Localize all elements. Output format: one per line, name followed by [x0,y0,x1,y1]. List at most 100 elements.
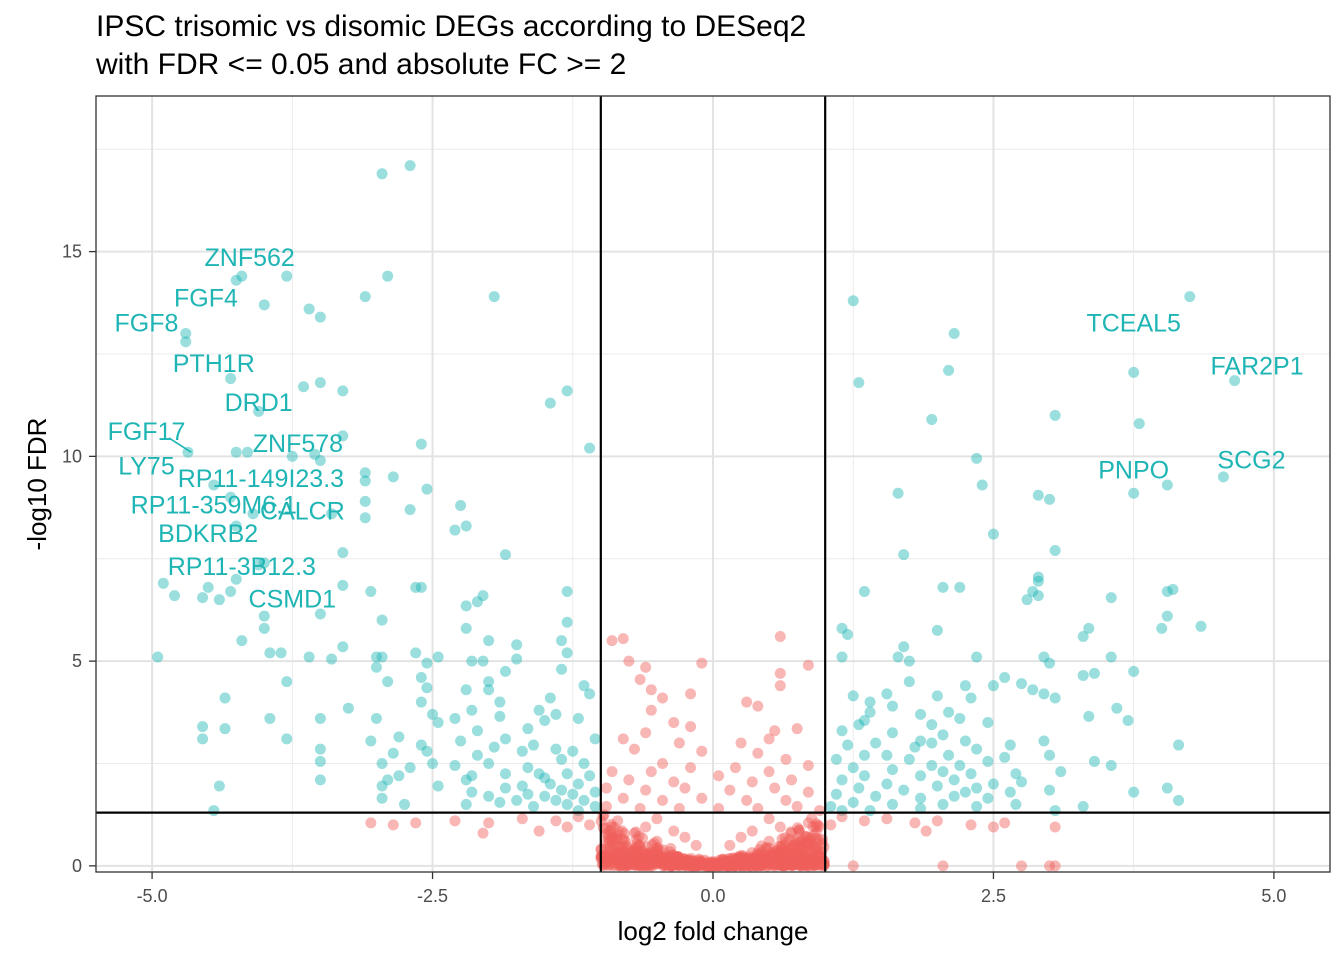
data-point [326,653,338,665]
data-point [656,857,668,869]
data-point [755,860,767,872]
data-point [314,311,326,323]
data-point [943,364,955,376]
data-point [253,559,265,571]
data-point [811,826,823,838]
data-point [815,852,827,864]
data-point [631,833,643,845]
data-point [864,696,876,708]
data-point [756,849,768,861]
data-point [365,735,377,747]
data-point [678,853,690,865]
data-point [779,832,791,844]
data-point [707,860,719,872]
data-point [615,853,627,865]
data-point [608,821,620,833]
data-point [614,856,626,868]
data-point [785,846,797,858]
data-point [646,860,658,872]
data-point [1083,710,1095,722]
data-point [679,859,691,871]
data-point [756,859,768,871]
gene-label: ZNF562 [205,244,295,272]
data-point [723,860,735,872]
data-point [499,733,511,745]
data-point [761,852,773,864]
data-point [641,854,653,866]
data-point [1167,583,1179,595]
data-point [674,859,686,871]
data-point [651,835,663,847]
gene-label: RP11-149I23.3 [178,465,344,493]
data-point [736,857,748,869]
data-point [776,858,788,870]
data-point [635,860,647,872]
data-point [466,704,478,716]
data-point [427,708,439,720]
data-point [717,858,729,870]
data-point [795,859,807,871]
data-point [460,798,472,810]
data-point [959,735,971,747]
data-point [761,860,773,872]
data-point [655,857,667,869]
data-point [836,811,848,823]
data-point [664,846,676,858]
data-point [864,805,876,817]
data-point [790,857,802,869]
data-point [471,596,483,608]
data-point [624,845,636,857]
data-point [618,845,630,857]
data-point [483,635,495,647]
data-point [948,790,960,802]
data-point [705,860,717,872]
data-point [550,794,562,806]
data-point [657,860,669,872]
data-point [794,842,806,854]
data-point [723,859,735,871]
data-point [737,855,749,867]
data-point [788,858,800,870]
data-point [629,859,641,871]
data-point [783,857,795,869]
data-point [808,859,820,871]
data-point [758,855,770,867]
data-point [499,549,511,561]
data-point [643,850,655,862]
data-point [725,857,737,869]
data-point [376,651,388,663]
data-point [814,847,826,859]
data-point [735,831,747,843]
data-point [631,838,643,850]
data-point [794,849,806,861]
data-point [760,853,772,865]
data-point [757,857,769,869]
data-point [646,857,658,869]
data-point [617,859,629,871]
data-point [622,857,634,869]
data-point [666,860,678,872]
data-point [775,859,787,871]
data-point [743,853,755,865]
data-point [258,610,270,622]
data-point [795,854,807,866]
data-point [432,651,444,663]
data-point [892,651,904,663]
data-point [707,860,719,872]
data-point [747,858,759,870]
data-point [776,860,788,872]
data-point [748,853,760,865]
data-point [769,860,781,872]
data-point [712,860,724,872]
data-point [794,860,806,872]
data-point [809,843,821,855]
y-tick-label: 10 [62,446,82,466]
data-point [753,858,765,870]
data-point [755,854,767,866]
data-point [610,859,622,871]
data-point [799,845,811,857]
data-point [629,854,641,866]
data-point [926,737,938,749]
data-point [729,859,741,871]
data-point [722,855,734,867]
